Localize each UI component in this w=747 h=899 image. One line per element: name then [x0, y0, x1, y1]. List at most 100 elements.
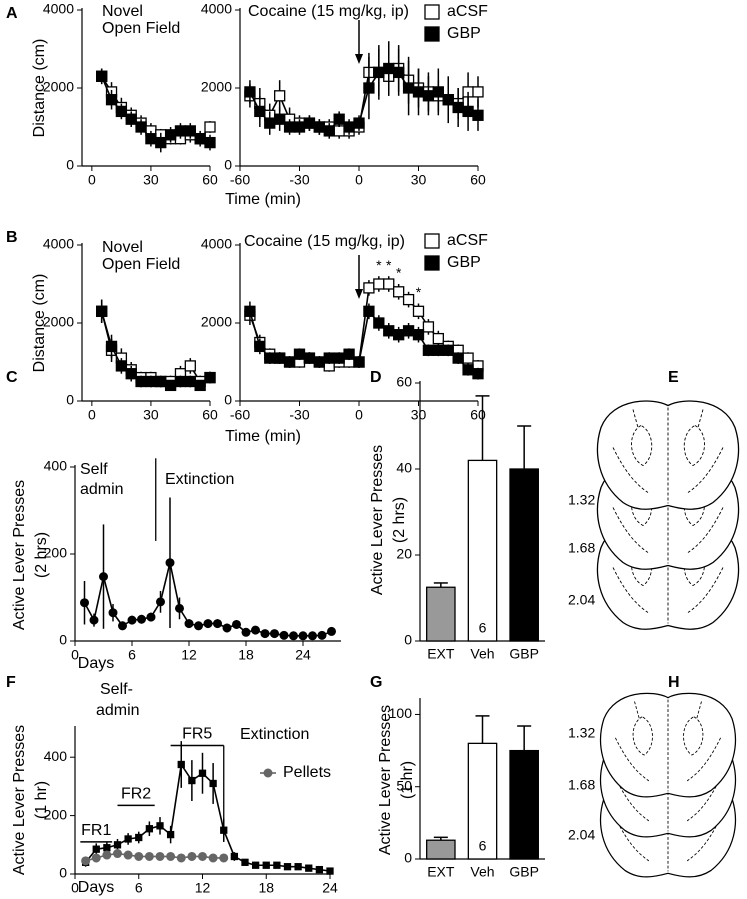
x-tick-label: -60	[230, 172, 250, 188]
y-tick-label: 0	[59, 865, 67, 881]
legend-marker	[263, 768, 273, 778]
x-tick-label: -30	[289, 172, 309, 188]
x-tick-label: 6	[128, 647, 136, 663]
y-tick-label: 200	[44, 545, 68, 561]
x-tick-label: 30	[143, 407, 159, 423]
point	[244, 86, 256, 98]
point	[222, 623, 232, 633]
point	[317, 630, 327, 640]
point	[103, 844, 111, 852]
x-tick-label: -30	[289, 407, 309, 423]
point	[204, 121, 216, 133]
point	[393, 329, 405, 341]
point	[244, 305, 256, 317]
point	[89, 615, 99, 625]
y-tick-label: 0	[66, 392, 74, 408]
x-tick-label: 0	[355, 172, 363, 188]
point	[326, 867, 334, 875]
x-tick-label: 60	[470, 172, 486, 188]
y-tick-label: 0	[404, 632, 412, 648]
point	[137, 614, 146, 624]
point	[125, 113, 137, 125]
point	[174, 375, 187, 388]
x-axis-label: Time (min)	[225, 191, 301, 208]
point	[134, 851, 144, 861]
section-level: 2.04	[568, 827, 595, 843]
point	[105, 94, 118, 106]
point	[209, 779, 217, 788]
point	[305, 864, 313, 872]
point	[323, 352, 335, 364]
y-tick-label: 200	[44, 806, 68, 822]
y-tick-label: 40	[396, 460, 412, 476]
y-tick-label: 0	[224, 157, 232, 173]
y-tick-label: 4000	[201, 1, 232, 17]
section-h	[599, 692, 737, 878]
point	[164, 379, 177, 392]
x-tick-label: 24	[295, 647, 311, 663]
point	[194, 133, 206, 145]
y-tick-label: 100	[389, 705, 413, 721]
bar	[467, 742, 498, 860]
panel-label: F	[6, 674, 16, 691]
y-tick-label: 400	[44, 748, 68, 764]
x-tick-label: 0	[355, 407, 363, 423]
y-tick-label: 0	[66, 157, 74, 173]
x-tick-label: 12	[195, 880, 211, 896]
point	[289, 631, 298, 641]
point	[343, 121, 355, 133]
point	[363, 282, 375, 294]
x-tick-label: 30	[143, 172, 159, 188]
point	[118, 621, 127, 631]
point	[412, 305, 425, 317]
point	[264, 352, 276, 364]
panel-label: D	[370, 369, 382, 386]
significance: *	[416, 284, 422, 300]
point	[113, 849, 122, 859]
point	[452, 101, 464, 114]
point	[155, 851, 165, 861]
point	[156, 597, 165, 607]
point	[283, 863, 292, 871]
point	[241, 858, 249, 866]
section-level: 2.04	[568, 592, 595, 608]
point	[274, 90, 286, 102]
y-tick-label: 2000	[43, 314, 74, 330]
x-tick-label: 0	[71, 880, 79, 896]
point	[383, 62, 395, 75]
point	[270, 629, 279, 639]
point	[165, 558, 175, 568]
n-label: 6	[479, 620, 487, 636]
point	[422, 344, 435, 356]
y-axis-label: (2 hrs)	[391, 497, 408, 543]
point	[393, 66, 405, 79]
point	[92, 845, 100, 853]
point	[303, 117, 316, 129]
x-tick-label: Veh	[470, 864, 494, 880]
legend-marker	[424, 255, 440, 271]
y-axis-label: Distance (cm)	[31, 39, 48, 138]
x-axis-label: Time (min)	[225, 428, 301, 445]
y-axis-label: (1 hr)	[399, 761, 416, 799]
phase-label: Self	[80, 461, 108, 478]
point	[144, 851, 154, 861]
bar	[467, 459, 498, 642]
y-tick-label: 4000	[43, 236, 74, 252]
panel-label: C	[6, 369, 18, 386]
legend-label: aCSF	[447, 232, 488, 249]
point	[308, 631, 317, 641]
point	[393, 286, 405, 298]
point	[175, 603, 184, 613]
point	[293, 121, 306, 133]
point	[333, 113, 345, 125]
y-axis-label: Active Lever Presses	[11, 480, 28, 630]
section-level: 1.32	[568, 725, 595, 741]
legend-label: GBP	[447, 254, 481, 271]
point	[313, 121, 325, 133]
point	[254, 340, 266, 353]
point	[164, 129, 177, 141]
point	[135, 375, 147, 388]
point	[115, 360, 128, 372]
point	[315, 865, 324, 874]
y-axis-label: (2 hrs)	[33, 532, 50, 578]
